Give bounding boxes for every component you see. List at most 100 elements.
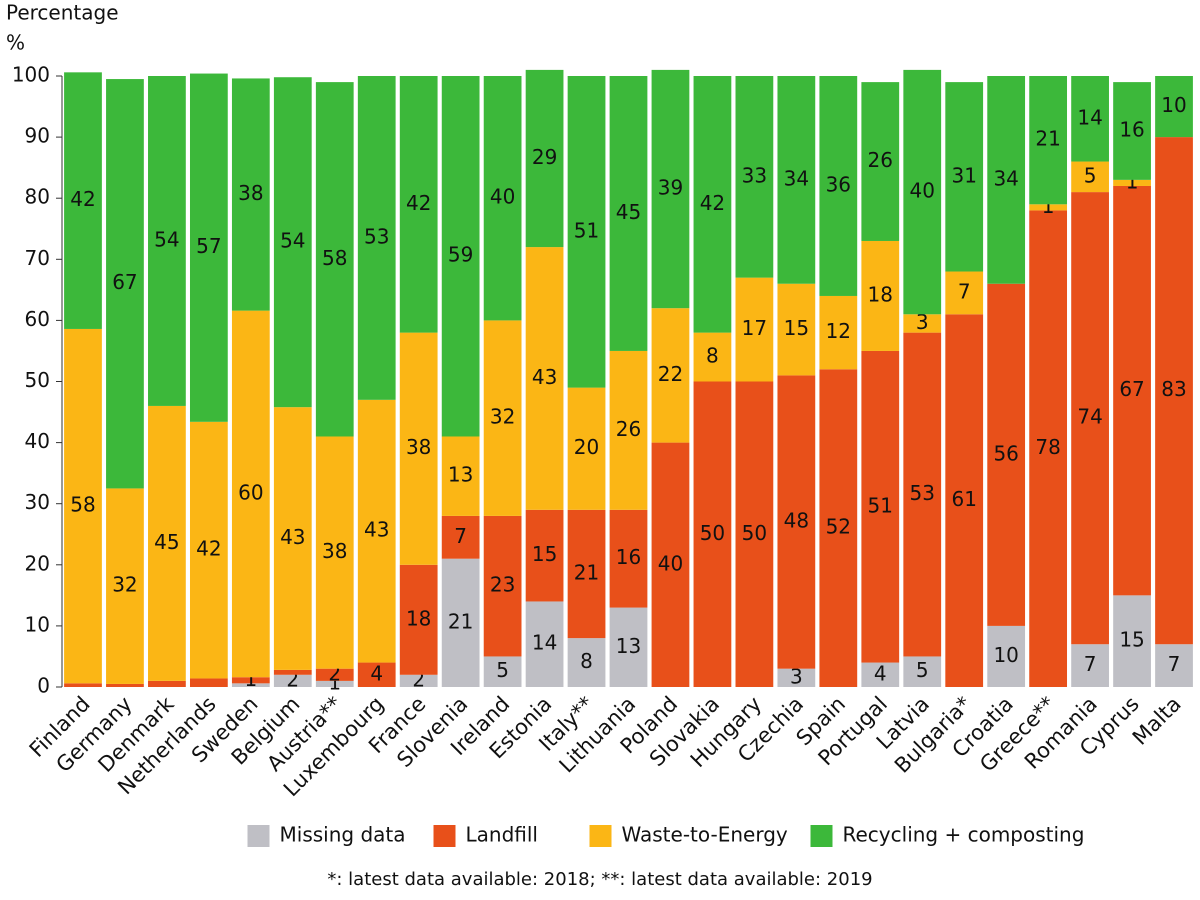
- bar-segment: [777, 283, 816, 376]
- y-tick-label: 80: [25, 185, 50, 209]
- data-label: 18: [406, 606, 431, 630]
- bar-segment: [777, 76, 816, 284]
- bar-segment: [315, 436, 354, 669]
- bar-segment: [441, 558, 480, 687]
- bar-segment: [1113, 82, 1151, 180]
- y-tick-label: 100: [12, 63, 50, 87]
- data-label: 26: [616, 417, 641, 441]
- data-label: 43: [532, 365, 557, 389]
- data-label: 15: [532, 542, 557, 566]
- bar-segment: [987, 283, 1026, 626]
- data-label: 61: [951, 487, 976, 511]
- bar-segment: [441, 515, 480, 559]
- bar-segment: [483, 76, 522, 321]
- data-label: 48: [784, 509, 809, 533]
- bar-segment: [693, 332, 732, 382]
- y-axis-unit: %: [6, 31, 25, 55]
- bar-segment: [861, 350, 900, 663]
- data-label: 78: [1035, 435, 1060, 459]
- data-label: 21: [1035, 127, 1060, 151]
- bar-segment: [315, 680, 354, 687]
- data-label: 67: [1119, 377, 1144, 401]
- bar-segment: [651, 442, 690, 687]
- data-label: 13: [616, 634, 641, 658]
- bar-segment: [861, 662, 900, 687]
- bar-segment: [819, 369, 858, 687]
- y-tick-label: 30: [25, 490, 50, 514]
- data-label: 32: [490, 405, 515, 429]
- bar-segment: [609, 350, 648, 510]
- data-label: 10: [1161, 93, 1186, 117]
- legend-label: Landfill: [466, 823, 538, 847]
- legend-swatch: [247, 825, 270, 847]
- bar-segment: [1155, 644, 1193, 687]
- data-label: 38: [238, 181, 263, 205]
- data-label: 40: [910, 179, 935, 203]
- data-label: 33: [742, 163, 767, 187]
- y-tick-label: 40: [25, 429, 50, 453]
- bar-segment: [189, 678, 228, 687]
- legend-label: Missing data: [280, 823, 406, 847]
- bar-segment: [148, 680, 186, 687]
- bar-segment: [1071, 161, 1109, 193]
- bar-segment: [1113, 179, 1151, 186]
- bar-segment: [861, 240, 900, 351]
- bar-segment: [64, 72, 102, 329]
- data-label: 51: [868, 493, 893, 517]
- data-label: 4: [874, 661, 887, 685]
- bar-segment: [106, 683, 144, 687]
- bar-segment: [441, 76, 480, 437]
- bar-segment: [735, 76, 774, 278]
- bar-segment: [1155, 137, 1193, 645]
- bar-segment: [231, 310, 270, 678]
- data-label: 5: [1084, 163, 1097, 187]
- data-label: 51: [574, 218, 599, 242]
- data-label: 42: [196, 537, 221, 561]
- bar-segment: [693, 381, 732, 687]
- data-label: 54: [154, 227, 179, 251]
- data-label: 16: [1119, 117, 1144, 141]
- data-label: 21: [574, 560, 599, 584]
- data-label: 43: [364, 518, 389, 542]
- bar-segment: [273, 674, 312, 687]
- data-label: 58: [322, 246, 347, 270]
- bar-segment: [567, 387, 606, 510]
- legend-swatch: [589, 825, 612, 847]
- y-tick-label: 0: [37, 674, 50, 698]
- bar-segment: [1113, 595, 1151, 687]
- bar-segment: [903, 656, 942, 687]
- bar-segment: [1029, 76, 1068, 205]
- bar-segment: [987, 625, 1026, 687]
- y-tick-label: 70: [25, 246, 50, 270]
- data-label: 29: [532, 145, 557, 169]
- legend-swatch: [810, 825, 833, 847]
- bar-segment: [483, 515, 522, 657]
- data-label: 67: [112, 270, 137, 294]
- data-label: 36: [826, 172, 851, 196]
- bar-segment: [315, 668, 354, 681]
- data-label: 45: [154, 530, 179, 554]
- bar-segment: [777, 668, 816, 687]
- bar-segment: [483, 656, 522, 687]
- bar-segment: [106, 79, 144, 489]
- data-label: 53: [910, 481, 935, 505]
- bar-segment: [399, 674, 438, 687]
- data-label: 54: [280, 229, 305, 253]
- data-label: 22: [658, 362, 683, 386]
- bar-segment: [777, 375, 816, 669]
- data-label: 3: [916, 310, 929, 334]
- data-label: 20: [574, 435, 599, 459]
- data-label: 18: [868, 282, 893, 306]
- data-label: 83: [1161, 377, 1186, 401]
- bar-segment: [189, 73, 228, 422]
- bar-segment: [567, 638, 606, 687]
- bar-segment: [273, 407, 312, 670]
- data-label: 17: [742, 316, 767, 340]
- data-label: 42: [700, 191, 725, 215]
- y-tick-label: 60: [25, 307, 50, 331]
- data-label: 7: [958, 279, 971, 303]
- bar-segment: [609, 509, 648, 608]
- bar-segment: [609, 76, 648, 351]
- bar-segment: [651, 308, 690, 443]
- bar-segment: [651, 69, 690, 309]
